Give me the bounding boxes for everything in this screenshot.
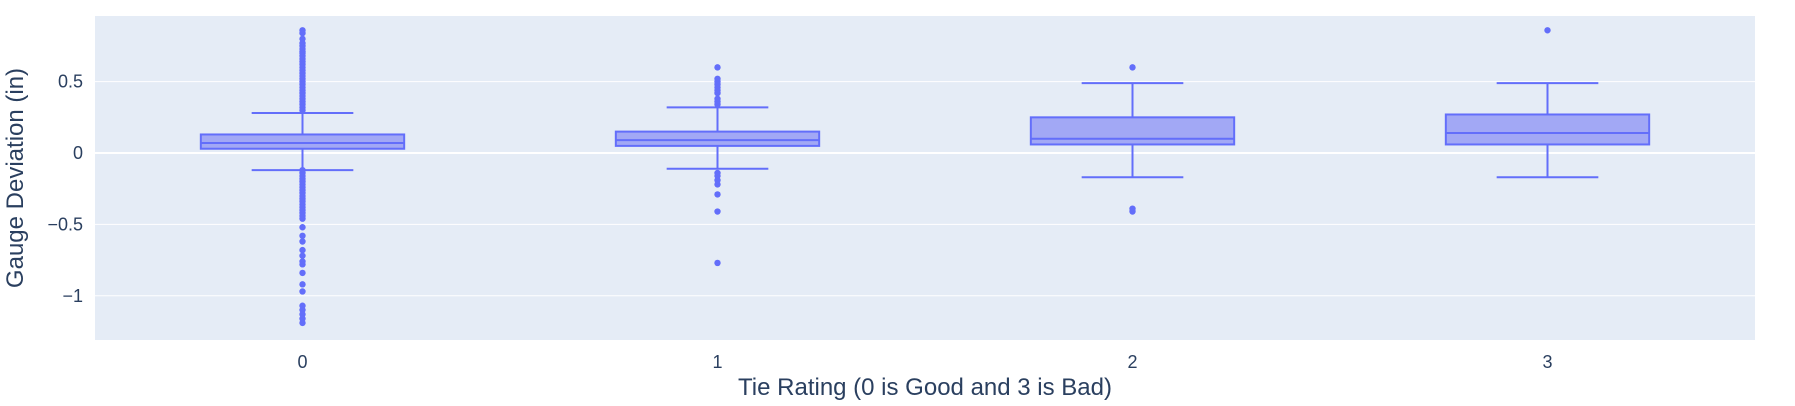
- outlier-point: [299, 252, 306, 259]
- box-group-3: [1444, 27, 1651, 179]
- y-tick-label: 0: [73, 143, 83, 163]
- box-group-2: [1029, 64, 1236, 215]
- iqr-box: [1444, 113, 1651, 146]
- outlier-point: [299, 215, 306, 222]
- x-axis-title: Tie Rating (0 is Good and 3 is Bad): [738, 374, 1112, 401]
- outlier-point: [299, 232, 306, 240]
- plot-area-background: [95, 16, 1755, 340]
- outlier-point: [714, 259, 721, 267]
- x-axis-ticks: 0 1 2 3: [297, 352, 1552, 372]
- iqr-box: [1029, 116, 1236, 146]
- outlier-point: [299, 224, 306, 231]
- outlier-point: [1544, 27, 1551, 34]
- y-axis-title: Gauge Deviation (in): [2, 68, 29, 288]
- y-tick-label: −1: [62, 286, 83, 306]
- outlier-point: [714, 64, 721, 71]
- box-group-0: [199, 27, 406, 327]
- outlier-point: [714, 89, 721, 97]
- outlier-point: [299, 246, 306, 254]
- outlier-point: [714, 101, 721, 108]
- iqr-box: [199, 133, 406, 150]
- iqr-box: [614, 130, 821, 147]
- box-group-1: [614, 64, 821, 267]
- outlier-point: [714, 191, 721, 198]
- gridlines: [95, 81, 1755, 297]
- outlier-point: [299, 238, 306, 245]
- outlier-point: [1129, 64, 1136, 71]
- outlier-point: [1129, 208, 1136, 215]
- outlier-point: [299, 319, 306, 327]
- outlier-point: [299, 281, 306, 288]
- y-tick-label: −0.5: [47, 214, 83, 234]
- outlier-point: [714, 208, 721, 215]
- outlier-point: [299, 288, 306, 295]
- outlier-point: [299, 107, 306, 114]
- outlier-point: [299, 261, 306, 268]
- x-tick-label: 2: [1127, 352, 1137, 372]
- x-tick-label: 1: [712, 352, 722, 372]
- x-tick-label: 3: [1542, 352, 1552, 372]
- outlier-point: [299, 269, 306, 277]
- box-series: [199, 27, 1651, 327]
- outlier-point: [714, 181, 721, 188]
- x-tick-label: 0: [297, 352, 307, 372]
- y-tick-label: 0.5: [58, 72, 83, 92]
- outlier-point: [299, 29, 306, 37]
- y-axis-ticks: 0.5 0 −0.5 −1: [47, 72, 83, 306]
